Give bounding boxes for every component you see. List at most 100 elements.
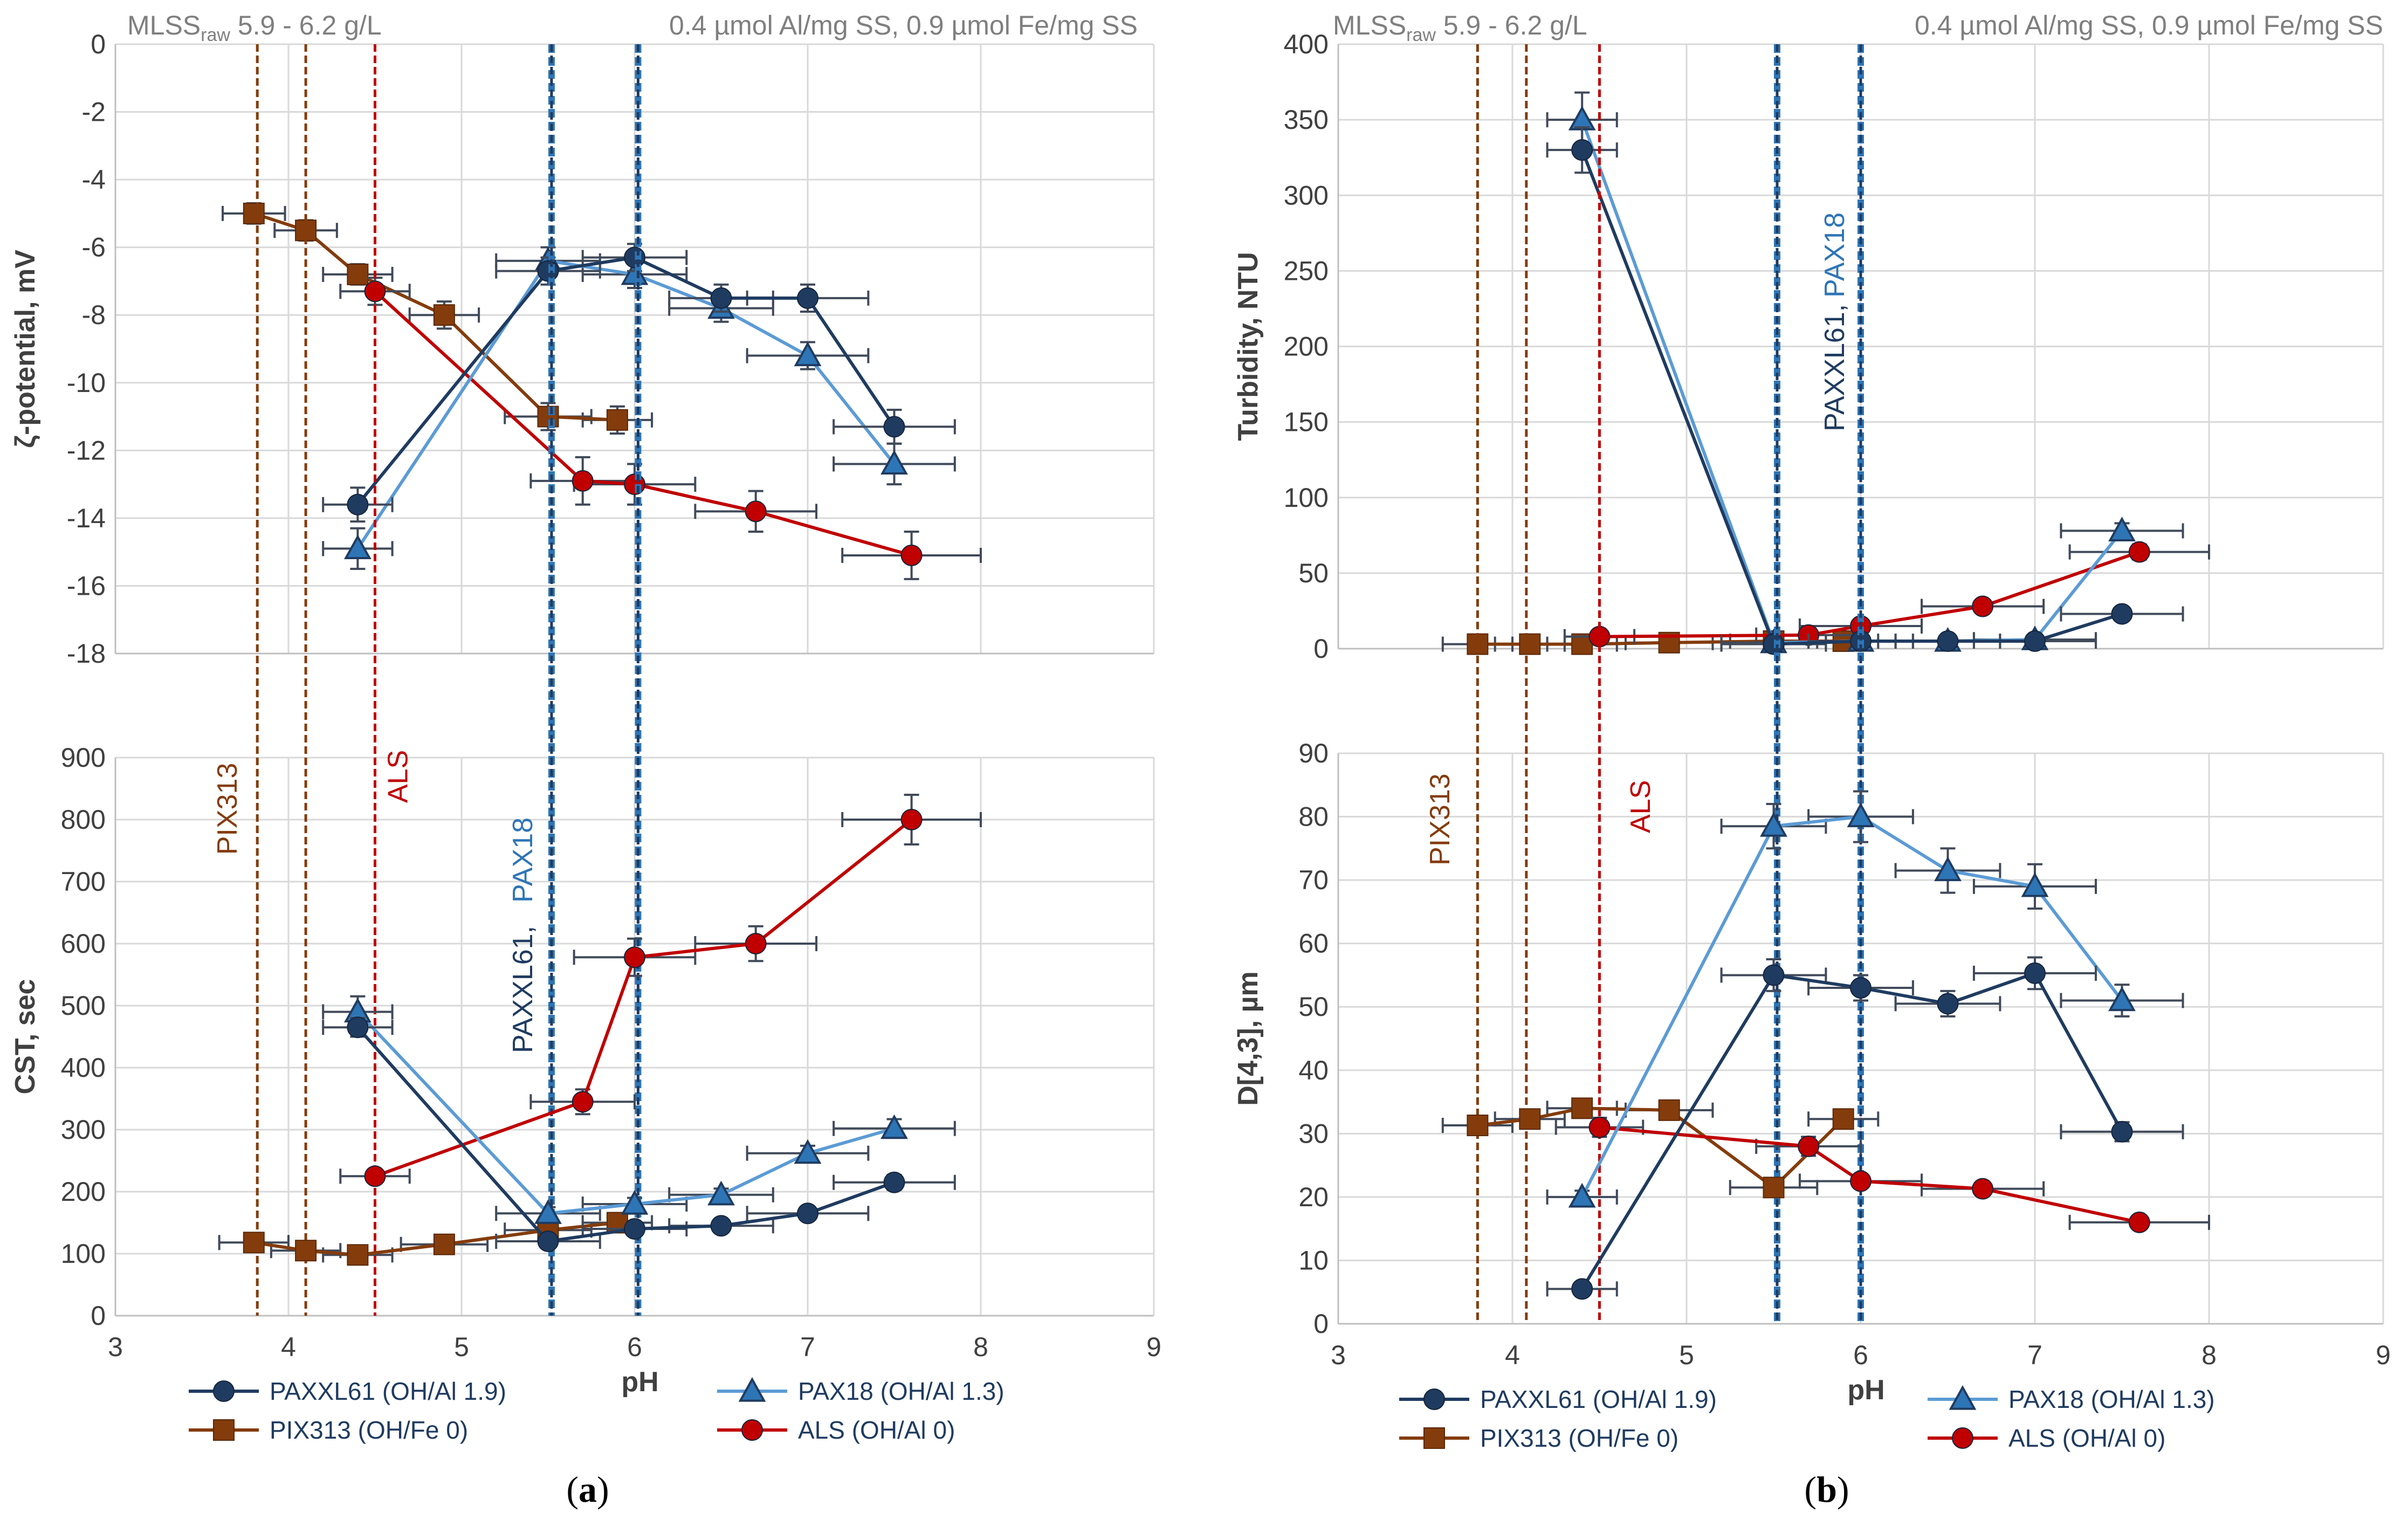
y-tick-label: -10 — [67, 368, 106, 398]
data-point-pax18 — [1568, 1183, 1596, 1208]
data-point-als — [1972, 595, 1994, 617]
legend-item-paxxl61: PAXXL61 (OH/Al 1.9) — [1399, 1385, 1717, 1413]
x-tick-label: 7 — [2027, 1340, 2042, 1370]
chart-b_bottom: 0 10 20 30 40 50 60 70 80 90 3 4 5 6 7 8 9 pH D[4,3], µm — [1233, 44, 2391, 1406]
y-tick-label: 10 — [1298, 1245, 1329, 1275]
data-point-paxxl61 — [2111, 603, 2133, 625]
data-point-paxxl61 — [537, 260, 559, 282]
series-paxxl61 — [1546, 126, 2184, 655]
data-point-paxxl61 — [1763, 964, 1785, 986]
x-tick-label: 8 — [973, 1332, 988, 1362]
series-line-paxxl61 — [1580, 149, 2123, 646]
legend-item-als: ALS (OH/Al 0) — [717, 1416, 955, 1444]
data-point-als — [624, 946, 645, 968]
y-tick-label: 40 — [1298, 1055, 1329, 1085]
data-point-pix313 — [433, 1233, 455, 1255]
y-tick-label: 0 — [1313, 1309, 1329, 1339]
data-point-pix313 — [1832, 1108, 1854, 1130]
data-point-pax18 — [1568, 106, 1596, 130]
panel-b-pax-vertical-label: PAXXL61,PAX18 — [1819, 212, 1850, 431]
x-tick-label: 4 — [281, 1332, 296, 1362]
y-tick-label: 400 — [61, 1053, 106, 1083]
plots-layer: -18-16-14-12-10-8-6-4-20ζ-potential, mV0… — [10, 29, 2391, 1452]
y-tick-label: 150 — [1284, 407, 1329, 437]
y-tick-label: 250 — [1284, 256, 1329, 286]
y-tick-label: 800 — [61, 805, 106, 835]
series-line-paxxl61 — [356, 256, 896, 506]
y-tick-label: 70 — [1298, 865, 1329, 895]
y-axis-title: Turbidity, NTU — [1233, 252, 1264, 441]
x-tick-label: 5 — [454, 1332, 469, 1362]
data-point-paxxl61 — [710, 287, 732, 309]
data-point-paxxl61 — [2111, 1121, 2133, 1143]
data-point-paxxl61 — [883, 416, 905, 438]
series-pax18 — [1546, 790, 2184, 1208]
legend-item-als: ALS (OH/Al 0) — [1928, 1424, 2165, 1452]
y-tick-label: 100 — [1284, 483, 1329, 513]
series-line-pax18 — [356, 1011, 895, 1215]
legend-label: ALS (OH/Al 0) — [798, 1416, 955, 1444]
data-point-paxxl61 — [797, 1202, 818, 1225]
y-axis-title: CST, sec — [10, 979, 41, 1095]
y-tick-label: -16 — [67, 570, 106, 601]
data-point-pix313 — [1571, 1097, 1593, 1119]
legend-b: PAXXL61 (OH/Al 1.9) PAX18 (OH/Al 1.3) PIX3… — [1399, 1385, 2215, 1452]
data-point-pix313 — [537, 405, 559, 428]
data-point-pix313 — [1763, 1177, 1785, 1199]
series-line-paxxl61 — [1580, 971, 2124, 1290]
legend-marker — [738, 1377, 766, 1402]
series-paxxl61 — [322, 1016, 956, 1252]
series-pix313 — [1441, 1097, 1880, 1199]
data-point-pax18 — [1760, 812, 1787, 837]
series-line-pax18 — [1580, 119, 2123, 644]
legend-marker — [1952, 1427, 1973, 1449]
data-point-paxxl61 — [797, 287, 818, 309]
x-tick-label: 4 — [1505, 1340, 1520, 1370]
y-tick-label: -12 — [67, 435, 106, 465]
series-pix313 — [222, 202, 653, 435]
data-point-pax18 — [2108, 517, 2136, 542]
y-tick-label: -4 — [82, 164, 106, 195]
legend-marker — [1423, 1427, 1445, 1449]
x-tick-label: 9 — [2376, 1340, 2391, 1370]
y-tick-label: 30 — [1298, 1118, 1329, 1149]
x-tick-label: 7 — [800, 1332, 815, 1362]
series-als — [1554, 1116, 2210, 1233]
y-tick-label: 700 — [61, 867, 106, 897]
panel-label-b: (b) — [1804, 1469, 1849, 1510]
data-point-als — [2128, 1211, 2150, 1233]
y-tick-label: -6 — [82, 232, 106, 263]
panel-b-header-right: 0.4 µmol Al/mg SS, 0.9 µmol Fe/mg SS — [1915, 10, 2383, 40]
data-point-pix313 — [1519, 633, 1541, 655]
data-point-paxxl61 — [2024, 962, 2046, 984]
data-point-pix313 — [1519, 1108, 1541, 1130]
data-point-paxxl61 — [1937, 630, 1959, 652]
legend-marker — [1949, 1385, 1977, 1410]
chart-a_bottom: 0 100 200 300 400 500 600 700 800 900 3 4 5 6 7 8 9 pH CST… — [10, 44, 1161, 1398]
data-point-pax18 — [880, 1114, 908, 1139]
y-tick-label: 90 — [1298, 738, 1329, 768]
series-paxxl61 — [1546, 956, 2184, 1300]
data-point-pax18 — [880, 450, 908, 475]
panel-b-als-vertical-label: ALS — [1625, 780, 1656, 833]
x-tick-label: 6 — [627, 1332, 642, 1362]
data-point-paxxl61 — [537, 1231, 559, 1252]
x-tick-label: 9 — [1146, 1332, 1161, 1362]
y-tick-label: 100 — [61, 1239, 106, 1269]
y-tick-label: 200 — [61, 1177, 106, 1207]
y-tick-label: 300 — [1284, 180, 1329, 210]
panel-b-header-left: MLSSraw 5.9 - 6.2 g/L — [1333, 10, 1587, 45]
series-als — [339, 794, 982, 1187]
data-point-paxxl61 — [883, 1171, 905, 1193]
series-pax18 — [322, 995, 956, 1224]
y-tick-label: 350 — [1284, 105, 1329, 135]
data-point-als — [1850, 1170, 1872, 1192]
series-pix313 — [218, 1212, 653, 1266]
x-axis-title: pH — [1847, 1374, 1884, 1406]
data-point-pax18 — [344, 534, 371, 559]
data-point-paxxl61 — [624, 1218, 645, 1240]
data-point-pix313 — [606, 409, 628, 431]
legend-label: ALS (OH/Al 0) — [2008, 1424, 2165, 1452]
reference-line-label: PAXXL61, — [507, 926, 539, 1053]
y-tick-label: 80 — [1298, 802, 1329, 832]
